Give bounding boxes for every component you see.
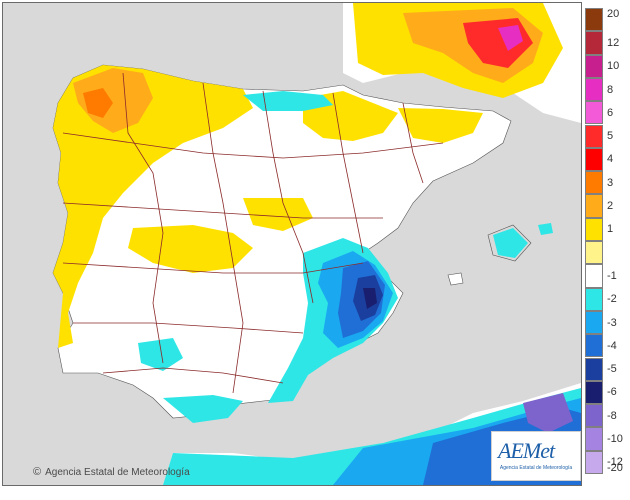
legend-swatch (585, 171, 603, 195)
legend-swatch (585, 241, 603, 265)
legend-label: 12 (607, 36, 620, 49)
legend-label: 1 (607, 223, 614, 236)
legend-label: 3 (607, 176, 614, 189)
legend-label: -1 (607, 269, 617, 282)
legend-swatch (585, 287, 603, 311)
legend-label: 20 (607, 8, 620, 20)
legend-swatch (585, 194, 603, 218)
ibiza-outline (447, 272, 464, 286)
legend-swatch (585, 101, 603, 125)
legend-swatch (585, 31, 603, 55)
legend-swatch (585, 77, 603, 102)
legend-label: -2 (607, 293, 617, 306)
warm-anomaly-areas (53, 3, 563, 348)
legend-swatch (585, 380, 603, 405)
legend-swatch (585, 334, 603, 358)
legend-swatch (585, 147, 603, 172)
legend-label: -5 (607, 363, 617, 376)
credit-text: Agencia Estatal de Meteorología (45, 466, 190, 478)
copyright-icon: © (33, 466, 42, 478)
legend-label: 2 (607, 200, 614, 213)
legend-label: -10 (607, 433, 623, 446)
legend-label: -3 (607, 316, 617, 329)
legend-label: 6 (607, 106, 614, 119)
legend-label: 5 (607, 130, 614, 143)
legend-label: 8 (607, 83, 614, 96)
aemet-logo: AEMet Agencia Estatal de Meteorología (491, 431, 581, 481)
credit-line: © Agencia Estatal de Meteorología (33, 466, 190, 478)
legend-label: -12 (607, 456, 623, 469)
legend-swatch (585, 310, 603, 335)
legend-swatch (585, 404, 603, 428)
legend-swatch (585, 54, 603, 78)
aemet-logo-subtitle: Agencia Estatal de Meteorología (499, 465, 573, 471)
anomaly-map: © Agencia Estatal de Meteorología AEMet … (2, 2, 582, 486)
legend-swatch (585, 427, 603, 451)
temperature-anomaly-map (3, 3, 581, 485)
legend-label: -20 (607, 462, 623, 474)
legend-label: -8 (607, 409, 617, 422)
legend-swatch (585, 8, 603, 32)
color-legend: 20 12 10 8 6 5 4 3 2 1 -1 -2 -3 -4 -5 -6 -8 -10 -12 -20 (585, 6, 629, 476)
legend-swatch (585, 264, 603, 288)
province-borders (62, 72, 444, 394)
legend-swatch (585, 124, 603, 148)
aemet-logo-mark: AEMet (498, 438, 555, 463)
legend-label: -4 (607, 339, 617, 352)
legend-swatch (585, 450, 603, 474)
mallorca-outline (487, 224, 532, 262)
legend-label: 10 (607, 60, 620, 73)
legend-swatch (585, 357, 603, 381)
legend-label: -6 (607, 386, 617, 399)
legend-label: 4 (607, 153, 614, 166)
legend-swatch (585, 217, 603, 241)
